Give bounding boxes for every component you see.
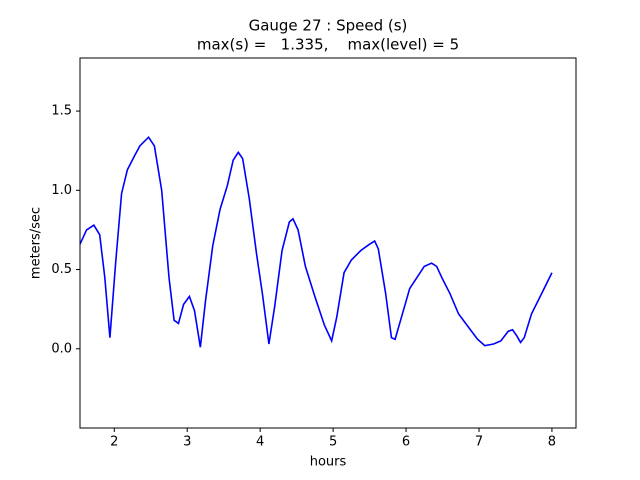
- chart-subtitle: max(s) = 1.335, max(level) = 5: [197, 36, 459, 54]
- x-axis-label: hours: [310, 455, 347, 470]
- data-line: [79, 135, 553, 348]
- x-tick-label: 3: [183, 435, 191, 450]
- x-tick-label: 4: [256, 435, 264, 450]
- y-axis-label: meters/sec: [29, 207, 44, 279]
- chart-title: Gauge 27 : Speed (s): [249, 17, 408, 35]
- x-tick-label: 7: [475, 435, 483, 450]
- x-tick-label: 6: [402, 435, 410, 450]
- x-tick-label: 5: [329, 435, 337, 450]
- y-tick-label: 0.5: [51, 262, 72, 277]
- y-tick-label: 0.0: [51, 341, 72, 356]
- x-tick-label: 2: [110, 435, 118, 450]
- y-tick-label: 1.5: [51, 104, 72, 119]
- plot-frame: [79, 57, 577, 429]
- y-tick-label: 1.0: [51, 183, 72, 198]
- x-tick-label: 8: [548, 435, 556, 450]
